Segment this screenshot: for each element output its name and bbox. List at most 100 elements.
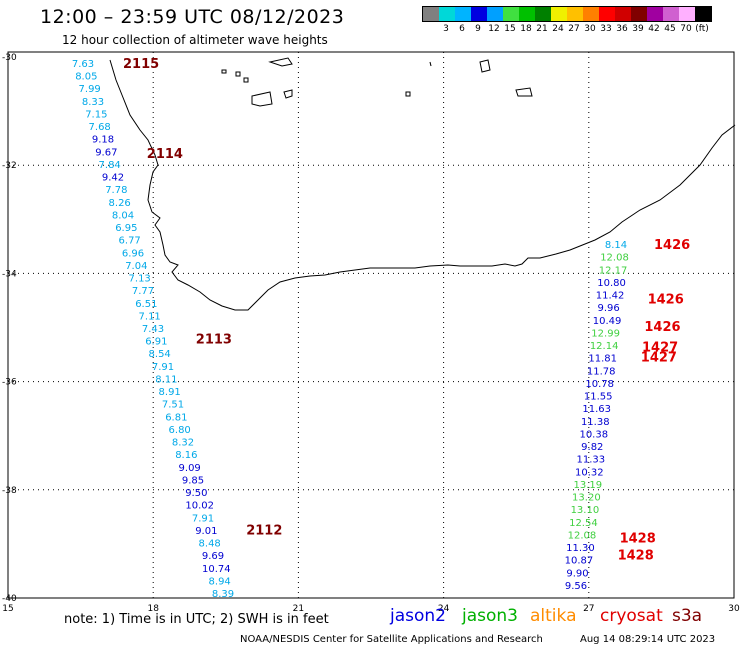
wave-height-label: 6.91 <box>145 337 167 348</box>
east-track: 8.1412.0812.1710.8011.429.9610.4912.9912… <box>565 238 691 592</box>
wave-height-label: 9.90 <box>566 568 588 579</box>
wave-height-label: 9.67 <box>95 147 117 158</box>
coastline <box>109 57 736 311</box>
wave-height-label: 7.84 <box>99 160 121 171</box>
x-tick-label: 21 <box>293 604 304 614</box>
wave-height-label: 7.63 <box>72 59 94 70</box>
legend-jason3: jason3 <box>462 606 518 626</box>
legend-swatch <box>439 7 455 21</box>
wave-height-label: 11.33 <box>576 455 605 466</box>
wave-height-label: 13.10 <box>571 505 600 516</box>
legend-swatch <box>679 7 695 21</box>
legend-label: 39 <box>632 24 644 34</box>
wave-height-label: 12.17 <box>599 265 628 276</box>
legend-swatch <box>503 7 519 21</box>
x-tick-label: 24 <box>438 604 450 614</box>
wave-height-label: 11.55 <box>584 392 613 403</box>
y-tick-label: -34 <box>2 269 17 279</box>
wave-height-label: 12.99 <box>591 328 620 339</box>
islands <box>221 57 533 107</box>
legend-swatch <box>663 7 679 21</box>
x-tick-label: 30 <box>728 604 740 614</box>
legend-swatch <box>471 7 487 21</box>
wave-height-label: 9.18 <box>92 135 114 146</box>
legend-swatch <box>695 7 711 21</box>
pass-time-label: 1427 <box>642 340 678 355</box>
wave-height-label: 9.56 <box>565 581 587 592</box>
legend-label: 27 <box>568 24 580 34</box>
legend-labels: 3 6 9 12 15 18 21 24 27 30 33 36 39 42 45 70 (ft) <box>422 24 712 34</box>
footer-source: NOAA/NESDIS Center for Satellite Applica… <box>240 634 543 645</box>
wave-height-label: 8.11 <box>155 374 177 385</box>
pass-time-label: 2115 <box>123 57 159 72</box>
legend-swatch <box>535 7 551 21</box>
wave-height-label: 7.91 <box>152 362 174 373</box>
wave-height-label: 7.13 <box>129 274 151 285</box>
legend-label: 3 <box>443 24 449 34</box>
wave-height-label: 7.78 <box>105 185 127 196</box>
legend-swatches <box>422 6 712 22</box>
legend-label: 24 <box>552 24 564 34</box>
legend-label: 36 <box>616 24 628 34</box>
wave-height-label: 11.38 <box>581 417 610 428</box>
pass-time-label: 2114 <box>147 147 183 162</box>
legend-label: 70 <box>680 24 692 34</box>
legend-label: 42 <box>648 24 660 34</box>
legend-label: 9 <box>475 24 481 34</box>
legend-label: 45 <box>664 24 676 34</box>
wave-height-label: 7.68 <box>89 122 111 133</box>
legend-altika: altika <box>530 606 577 626</box>
wave-height-label: 6.80 <box>169 425 191 436</box>
wave-height-label: 7.15 <box>85 109 107 120</box>
page-subtitle: 12 hour collection of altimeter wave hei… <box>62 33 328 47</box>
wave-height-label: 9.50 <box>185 488 207 499</box>
wave-height-label: 6.96 <box>122 248 144 259</box>
pass-time-label: 1426 <box>648 293 684 308</box>
wave-height-label: 11.42 <box>596 291 625 302</box>
legend-jason2: jason2 <box>390 606 446 626</box>
footer-timestamp: Aug 14 08:29:14 UTC 2023 <box>580 634 716 645</box>
legend-label: 15 <box>504 24 516 34</box>
legend-cryosat: cryosat <box>600 606 663 626</box>
wave-height-label: 7.91 <box>192 513 214 524</box>
wave-height-label: 11.81 <box>588 354 617 365</box>
wave-height-label: 10.49 <box>593 316 622 327</box>
page-title: 12:00 – 23:59 UTC 08/12/2023 <box>40 6 345 28</box>
pass-time-label: 1428 <box>620 531 656 546</box>
legend-label: 30 <box>584 24 596 34</box>
legend-swatch <box>647 7 663 21</box>
wave-height-label: 10.02 <box>185 501 214 512</box>
wave-height-label: 8.94 <box>209 576 231 587</box>
wave-height-label: 8.04 <box>112 210 134 221</box>
wave-height-label: 7.51 <box>162 400 184 411</box>
legend-label: 33 <box>600 24 612 34</box>
legend-s3a: s3a <box>672 606 703 626</box>
y-tick-label: -36 <box>2 378 17 388</box>
legend-swatch <box>631 7 647 21</box>
wave-height-label: 9.42 <box>102 173 124 184</box>
wave-height-label: 6.51 <box>135 299 157 310</box>
legend-label: 18 <box>520 24 532 34</box>
pass-time-label: 2113 <box>196 333 232 348</box>
pass-time-label: 1426 <box>654 238 690 253</box>
wave-height-label: 9.09 <box>179 463 201 474</box>
wave-height-label: 7.77 <box>132 286 154 297</box>
wave-height-label: 6.77 <box>119 236 141 247</box>
wave-height-label: 7.43 <box>142 324 164 335</box>
y-tick-label: -38 <box>2 486 17 496</box>
legend-swatch <box>599 7 615 21</box>
wave-height-label: 8.54 <box>149 349 171 360</box>
wave-height-label: 8.91 <box>159 387 181 398</box>
y-tick-label: -30 <box>2 53 17 63</box>
legend-swatch <box>615 7 631 21</box>
map-frame <box>7 51 735 599</box>
legend-label: 12 <box>488 24 500 34</box>
wave-height-label: 9.85 <box>182 475 204 486</box>
pass-time-label: 1427 <box>641 351 677 366</box>
pass-time-label: 1428 <box>618 548 654 563</box>
legend-label: 6 <box>459 24 465 34</box>
legend-swatch <box>455 7 471 21</box>
map-grid: 15 18 21 24 27 30 -30 -32 -34 -36 -38 -40 <box>2 51 740 614</box>
color-legend: 3 6 9 12 15 18 21 24 27 30 33 36 39 42 45 70 (ft) <box>422 6 712 34</box>
